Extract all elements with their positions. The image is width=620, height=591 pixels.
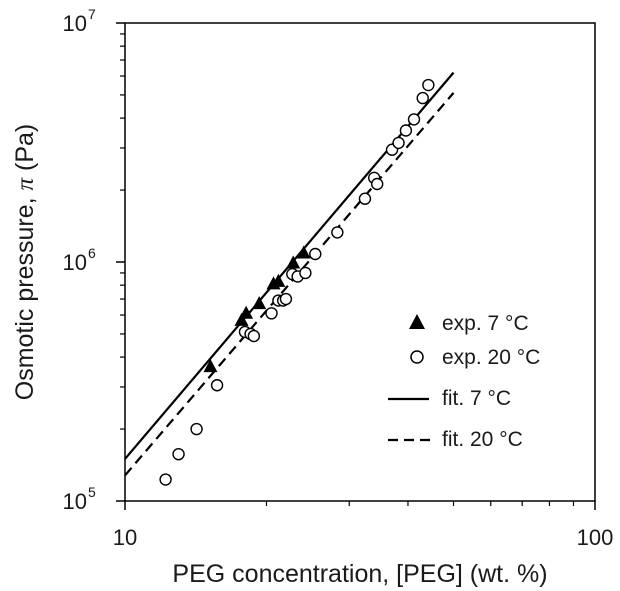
data-point-circle [265, 307, 278, 320]
legend-label-exp-7c: exp. 7 °C [442, 312, 529, 335]
data-point-circle [422, 78, 435, 92]
data-point-triangle [234, 312, 249, 326]
data-point-triangle [271, 273, 286, 287]
y-axis-title-symbol: π [12, 176, 39, 190]
legend-triangle-marker [409, 314, 425, 329]
x-axis-title: PEG concentration, [PEG] (wt. %) [172, 560, 547, 588]
data-point-circle [358, 192, 372, 205]
data-point-circle [392, 136, 405, 150]
data-point-circle [407, 113, 421, 126]
y-tick-exponent: 7 [88, 6, 96, 22]
data-point-triangle [296, 245, 311, 259]
data-point-circle [299, 266, 312, 280]
data-point-circle [399, 124, 413, 137]
x-tick-label: 100 [577, 525, 614, 550]
y-tick-label: 10 [63, 489, 87, 514]
data-point-triangle [203, 359, 218, 373]
data-point-circle [190, 422, 203, 436]
data-point-triangle [252, 296, 267, 310]
series-layer [124, 71, 455, 486]
legend: exp. 7 °C exp. 20 °C fit. 7 °C fit. 20 °… [388, 312, 540, 451]
data-point-circle [172, 447, 185, 461]
y-axis-title-suffix: (Pa) [11, 124, 39, 178]
data-point-circle [331, 226, 344, 239]
fit-line-3 [124, 92, 455, 477]
y-tick-exponent: 5 [88, 484, 96, 500]
data-point-circle [159, 473, 172, 486]
legend-label-exp-20c: exp. 20 °C [442, 346, 540, 369]
legend-label-fit-20c: fit. 20 °C [442, 428, 523, 451]
data-point-triangle [239, 305, 254, 319]
data-point-triangle [286, 255, 301, 269]
data-point-circle [370, 177, 384, 191]
legend-label-fit-7c: fit. 7 °C [442, 387, 511, 410]
y-axis-title-prefix: Osmotic pressure, [11, 190, 39, 400]
data-point-circle [309, 247, 322, 261]
y-tick-exponent: 6 [88, 245, 96, 261]
y-tick-label: 10 [63, 11, 87, 36]
y-axis-title: Osmotic pressure, π (Pa) [11, 124, 39, 401]
legend-circle-marker [410, 350, 424, 364]
data-point-circle [279, 292, 293, 306]
data-point-circle [210, 379, 224, 392]
x-tick-label: 10 [113, 525, 137, 550]
data-point-circle [247, 329, 261, 343]
y-tick-label: 10 [63, 250, 87, 275]
data-point-circle [416, 91, 429, 105]
